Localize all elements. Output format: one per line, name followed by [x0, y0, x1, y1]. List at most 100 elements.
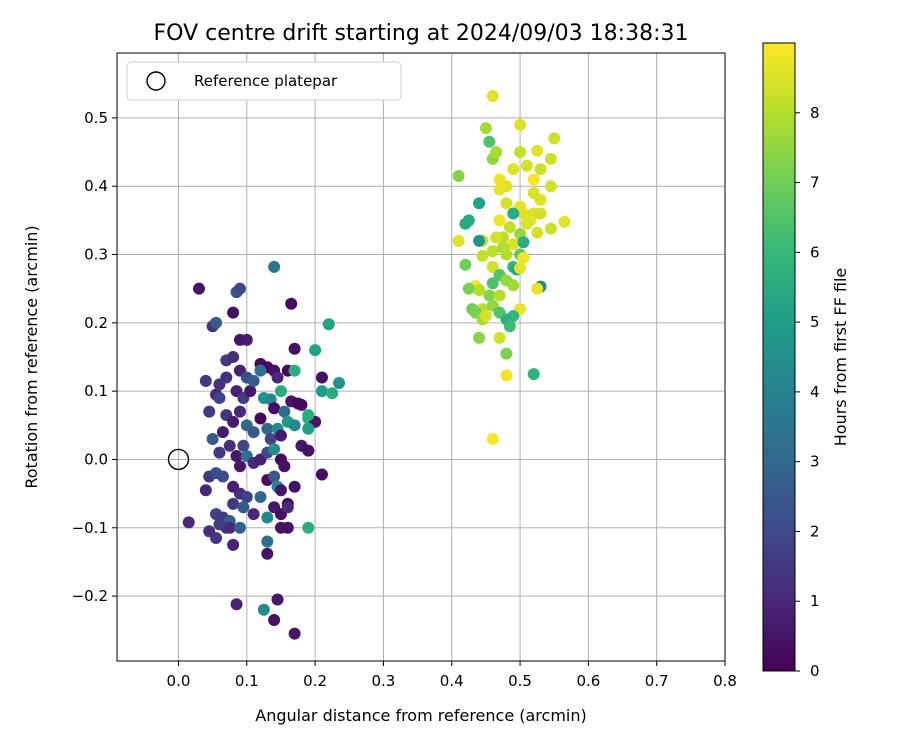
data-point: [531, 282, 544, 295]
data-point: [531, 226, 544, 239]
data-point: [213, 518, 226, 531]
data-point: [462, 214, 475, 227]
colorbar-ticks: 0 1 2 3 4 5 6 7 8: [795, 104, 820, 680]
legend-circle-icon: [146, 71, 166, 91]
chart-title: FOV centre drift starting at 2024/09/03 …: [154, 21, 689, 46]
data-point: [493, 183, 506, 196]
data-point: [490, 146, 503, 159]
data-point: [315, 385, 328, 398]
data-point: [240, 333, 253, 346]
data-point: [507, 207, 520, 220]
data-point: [486, 432, 499, 445]
data-point: [271, 371, 284, 384]
y-tick-label: 0.2: [84, 314, 108, 332]
data-point: [452, 169, 465, 182]
x-tick-label: 0.7: [645, 672, 669, 690]
data-point: [281, 521, 294, 534]
data-point: [507, 238, 520, 251]
colorbar-tick-label: 8: [810, 104, 820, 122]
data-point: [534, 193, 547, 206]
x-tick-label: 0.6: [576, 672, 600, 690]
reference-circle-icon: [167, 448, 190, 471]
data-point: [493, 214, 506, 227]
data-point: [479, 122, 492, 135]
data-point: [227, 497, 240, 510]
x-tick-label: 0.3: [371, 672, 395, 690]
data-point: [520, 159, 533, 172]
x-axis-ticks: 0.0 0.1 0.2 0.3 0.4 0.5 0.6 0.7 0.8: [167, 661, 737, 690]
data-point: [486, 245, 499, 258]
data-point: [247, 374, 260, 387]
data-point: [514, 118, 527, 131]
data-point: [199, 484, 212, 497]
x-tick-label: 0.0: [167, 672, 191, 690]
data-point: [261, 511, 274, 524]
colorbar-tick-label: 0: [810, 662, 820, 680]
data-point: [192, 282, 205, 295]
colorbar-tick-label: 1: [810, 592, 820, 610]
y-axis-ticks: −0.2 −0.1 0.0 0.1 0.2 0.3 0.4 0.5: [72, 109, 117, 605]
data-point: [333, 376, 346, 389]
x-tick-label: 0.4: [440, 672, 464, 690]
y-tick-label: 0.3: [84, 246, 108, 264]
data-point: [237, 501, 250, 514]
data-point: [517, 236, 530, 249]
legend-entry-reference: Reference platepar: [194, 72, 338, 90]
colorbar-label: Hours from first FF file: [831, 268, 850, 447]
data-point: [261, 535, 274, 548]
data-point: [210, 316, 223, 329]
legend: Reference platepar: [126, 61, 402, 101]
data-point: [527, 173, 540, 186]
data-point: [558, 215, 571, 228]
data-point: [500, 248, 513, 261]
data-point: [462, 282, 475, 295]
data-point: [247, 508, 260, 521]
grid-lines: [117, 53, 726, 661]
data-point: [223, 439, 236, 452]
data-point: [322, 318, 335, 331]
data-point: [500, 369, 513, 382]
x-tick-label: 0.2: [303, 672, 327, 690]
colorbar-tick-label: 4: [810, 383, 820, 401]
data-point: [544, 180, 557, 193]
data-point: [302, 409, 315, 422]
data-point: [486, 90, 499, 103]
data-point: [473, 234, 486, 247]
data-point: [213, 391, 226, 404]
data-point: [490, 231, 503, 244]
data-point: [268, 260, 281, 273]
data-point: [213, 446, 226, 459]
data-point: [288, 364, 301, 377]
data-point: [302, 422, 315, 435]
data-point: [503, 320, 516, 333]
y-tick-label: 0.5: [84, 109, 108, 127]
data-point: [514, 146, 527, 159]
data-point: [534, 207, 547, 220]
data-point: [315, 468, 328, 481]
data-point: [271, 593, 284, 606]
data-point: [315, 371, 328, 384]
data-point: [288, 480, 301, 493]
colorbar-tick-label: 5: [810, 313, 820, 331]
data-point: [517, 251, 530, 264]
data-point: [233, 405, 246, 418]
data-point: [268, 402, 281, 415]
data-point: [292, 397, 305, 410]
data-point: [203, 405, 216, 418]
data-point: [220, 371, 233, 384]
data-point: [483, 289, 496, 302]
data-point: [278, 405, 291, 418]
colorbar-tick-label: 6: [810, 243, 820, 261]
data-point: [459, 258, 472, 271]
data-point: [254, 491, 267, 504]
data-point: [473, 331, 486, 344]
data-point: [527, 368, 540, 381]
data-point: [548, 132, 561, 145]
data-point: [216, 470, 229, 483]
data-point: [486, 260, 499, 273]
colorbar-tick-label: 2: [810, 522, 820, 540]
data-point: [288, 627, 301, 640]
data-point: [274, 429, 287, 442]
y-axis-label: Rotation from reference (arcmin): [22, 225, 41, 488]
y-tick-label: −0.1: [72, 519, 108, 537]
